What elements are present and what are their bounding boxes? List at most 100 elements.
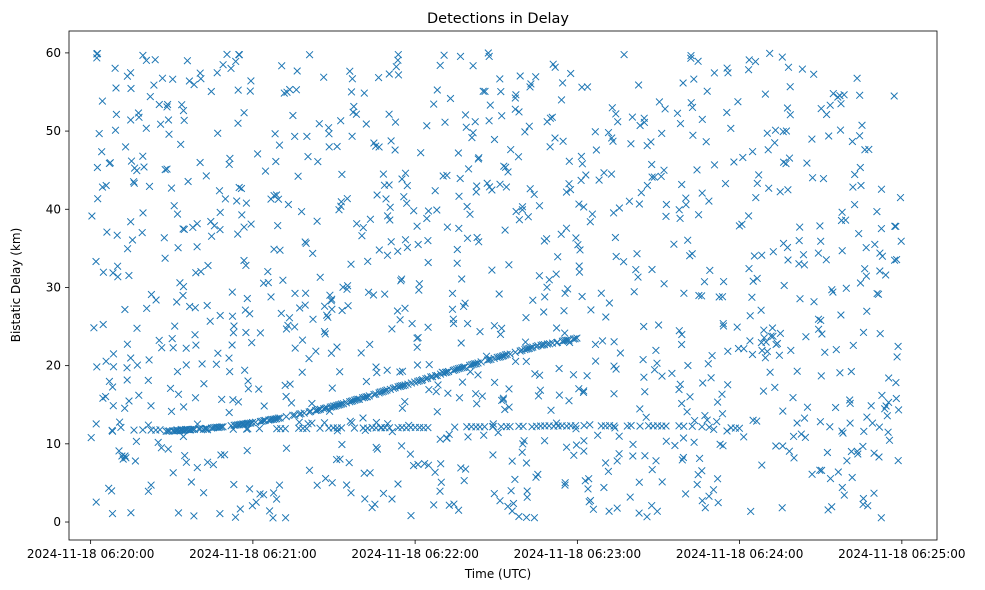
data-point xyxy=(229,396,237,404)
data-point xyxy=(661,105,669,113)
data-point xyxy=(147,290,156,299)
data-point xyxy=(319,73,328,81)
data-point xyxy=(304,152,312,161)
data-point xyxy=(123,244,132,253)
data-point xyxy=(234,86,242,94)
data-point xyxy=(292,86,301,94)
data-point xyxy=(126,68,135,77)
data-point xyxy=(90,324,98,332)
data-point xyxy=(496,180,504,189)
data-point xyxy=(252,498,260,506)
data-point xyxy=(126,218,135,226)
data-point xyxy=(478,392,487,400)
data-point xyxy=(676,119,685,128)
data-point xyxy=(398,367,407,376)
data-point xyxy=(135,391,143,400)
data-point xyxy=(163,103,171,111)
data-point xyxy=(776,329,785,338)
data-point xyxy=(474,155,483,163)
data-point xyxy=(875,453,883,461)
data-point xyxy=(130,179,139,187)
data-point xyxy=(217,423,226,431)
data-point xyxy=(521,128,529,136)
data-point xyxy=(896,193,905,202)
data-point xyxy=(816,466,824,474)
data-point xyxy=(105,377,114,386)
data-point xyxy=(305,354,313,363)
data-point xyxy=(628,113,637,121)
data-point xyxy=(566,185,575,194)
data-point xyxy=(225,354,233,362)
data-point xyxy=(662,200,671,209)
data-point xyxy=(573,334,581,342)
data-point xyxy=(553,338,562,347)
data-point xyxy=(179,282,188,291)
data-point xyxy=(579,388,588,397)
data-point xyxy=(883,412,892,420)
data-point xyxy=(190,512,198,520)
data-point xyxy=(572,234,580,242)
data-point xyxy=(267,195,275,203)
data-point xyxy=(848,473,856,482)
data-point xyxy=(424,461,433,469)
data-point xyxy=(174,509,183,517)
data-point xyxy=(372,363,380,371)
data-point xyxy=(212,360,221,369)
data-point xyxy=(167,407,176,416)
data-point xyxy=(362,120,371,128)
data-point xyxy=(718,410,727,418)
data-point xyxy=(870,489,878,497)
data-point xyxy=(303,132,311,141)
data-point xyxy=(458,364,466,372)
data-point xyxy=(173,367,182,376)
data-point xyxy=(546,114,555,122)
data-point xyxy=(401,397,409,406)
data-point xyxy=(526,83,534,91)
data-point xyxy=(647,160,656,169)
data-point xyxy=(386,203,394,212)
data-point xyxy=(489,451,497,459)
data-point xyxy=(745,56,753,64)
data-points xyxy=(87,49,905,522)
data-point xyxy=(366,468,374,477)
data-point xyxy=(466,367,475,376)
data-point xyxy=(503,350,511,359)
data-point xyxy=(312,347,320,355)
data-point xyxy=(127,157,136,165)
data-point xyxy=(365,340,374,349)
data-point xyxy=(357,349,365,357)
data-point xyxy=(688,103,697,112)
data-point xyxy=(764,184,773,192)
data-point xyxy=(161,165,169,174)
data-point xyxy=(443,368,451,376)
data-point xyxy=(416,148,425,157)
data-point xyxy=(337,424,346,432)
data-point xyxy=(441,118,449,126)
data-point xyxy=(534,392,543,400)
data-point xyxy=(95,129,103,138)
data-point xyxy=(800,414,809,422)
data-point xyxy=(724,69,732,77)
data-point xyxy=(701,411,709,420)
data-point xyxy=(784,63,793,72)
data-point xyxy=(424,236,432,245)
data-point xyxy=(462,123,471,131)
data-point xyxy=(188,425,197,434)
data-point xyxy=(635,478,644,486)
data-point xyxy=(387,238,395,246)
data-point xyxy=(130,164,139,172)
data-point xyxy=(557,230,565,239)
data-point xyxy=(531,370,539,378)
data-point xyxy=(277,309,286,318)
data-point xyxy=(640,114,648,122)
data-point xyxy=(640,373,648,381)
data-point xyxy=(197,267,205,276)
data-point xyxy=(694,57,702,66)
data-point xyxy=(814,325,823,334)
data-point xyxy=(488,266,496,274)
data-point xyxy=(516,347,524,355)
data-point xyxy=(641,451,649,460)
data-point xyxy=(196,69,204,77)
data-point xyxy=(801,433,810,442)
data-point xyxy=(505,403,513,411)
